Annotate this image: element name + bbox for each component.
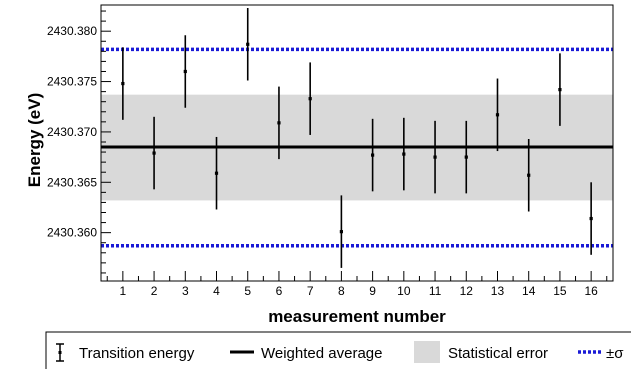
x-tick-label: 3 bbox=[182, 284, 189, 298]
data-point-1 bbox=[121, 81, 125, 86]
x-tick-label: 9 bbox=[369, 284, 376, 298]
x-tick-label: 11 bbox=[429, 284, 442, 298]
x-tick-label: 1 bbox=[120, 284, 127, 298]
data-point-11 bbox=[433, 155, 437, 159]
y-tick-label: 2430.380 bbox=[47, 24, 97, 38]
legend-item-statistical-error: Statistical error bbox=[414, 341, 548, 363]
legend-item-weighted-average: Weighted average bbox=[230, 345, 382, 362]
data-point-16 bbox=[589, 216, 593, 221]
axes: 2430.360 2430.365 2430.370 2430.375 2430.380… bbox=[47, 4, 614, 298]
data-point-7 bbox=[308, 97, 312, 101]
y-tick-label: 2430.360 bbox=[47, 226, 97, 240]
legend-label-weighted-average: Weighted average bbox=[261, 345, 382, 362]
legend-label-statistical-error: Statistical error bbox=[448, 345, 548, 362]
x-tick-label: 4 bbox=[213, 284, 220, 298]
x-tick-label: 13 bbox=[491, 284, 505, 298]
y-axis-title: Energy (eV) bbox=[25, 93, 44, 187]
data-point-4 bbox=[214, 171, 219, 175]
x-axis-title: measurement number bbox=[268, 307, 446, 326]
data-point-6 bbox=[277, 121, 281, 125]
y-tick-label: 2430.365 bbox=[47, 175, 97, 189]
x-tick-label: 15 bbox=[553, 284, 567, 298]
data-point-10 bbox=[402, 152, 406, 156]
x-tick-label: 8 bbox=[338, 284, 345, 298]
data-point-8 bbox=[339, 230, 343, 234]
x-tick-label: 2 bbox=[151, 284, 158, 298]
legend-item-sigma: ±σ bbox=[578, 345, 624, 362]
x-tick-label: 14 bbox=[522, 284, 536, 298]
x-tick-label: 6 bbox=[276, 284, 283, 298]
legend-label-sigma: ±σ bbox=[606, 345, 624, 362]
legend-item-transition-energy: Transition energy bbox=[56, 343, 195, 362]
y-tick-label: 2430.370 bbox=[47, 125, 97, 139]
data-point-14 bbox=[527, 173, 531, 177]
data-point-5 bbox=[246, 42, 250, 46]
data-point-2 bbox=[152, 151, 156, 155]
y-tick-label: 2430.375 bbox=[47, 75, 97, 89]
data-point-12 bbox=[464, 155, 468, 159]
x-tick-label: 10 bbox=[397, 284, 411, 298]
legend-label-transition-energy: Transition energy bbox=[79, 345, 195, 362]
legend-frame bbox=[45, 331, 631, 369]
data-point-9 bbox=[371, 153, 375, 157]
data-point-15 bbox=[558, 88, 562, 92]
x-tick-label: 7 bbox=[307, 284, 314, 298]
plot-area bbox=[101, 8, 613, 268]
x-tick-label: 12 bbox=[460, 284, 474, 298]
data-point-3 bbox=[183, 69, 187, 74]
data-point-13 bbox=[495, 113, 500, 117]
legend: Transition energy Weighted average Stati… bbox=[45, 331, 631, 369]
x-tick-label: 16 bbox=[584, 284, 598, 298]
x-tick-label: 5 bbox=[244, 284, 251, 298]
